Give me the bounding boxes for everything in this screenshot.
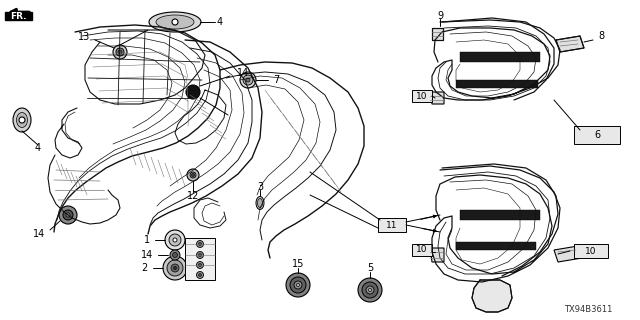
Circle shape xyxy=(191,173,195,177)
Text: FR.: FR. xyxy=(10,12,26,20)
Circle shape xyxy=(196,241,204,247)
Circle shape xyxy=(243,75,253,85)
Circle shape xyxy=(59,206,77,224)
Polygon shape xyxy=(430,248,444,262)
Circle shape xyxy=(171,264,179,272)
Circle shape xyxy=(167,260,183,276)
Circle shape xyxy=(198,274,202,276)
Text: 4: 4 xyxy=(217,17,223,27)
Circle shape xyxy=(165,230,185,250)
Text: 14: 14 xyxy=(33,229,45,239)
Text: 4: 4 xyxy=(35,143,41,153)
Bar xyxy=(412,244,432,256)
Text: 14: 14 xyxy=(141,250,153,260)
Circle shape xyxy=(286,273,310,297)
Bar xyxy=(460,210,540,220)
Circle shape xyxy=(369,289,371,292)
Circle shape xyxy=(169,234,181,246)
Polygon shape xyxy=(472,280,512,312)
Bar xyxy=(378,218,406,232)
Bar xyxy=(456,80,538,88)
Circle shape xyxy=(173,252,177,258)
Circle shape xyxy=(66,213,70,217)
Text: 10: 10 xyxy=(585,246,596,255)
Circle shape xyxy=(172,19,178,25)
Ellipse shape xyxy=(257,198,262,207)
Ellipse shape xyxy=(17,113,28,127)
Circle shape xyxy=(163,256,187,280)
Ellipse shape xyxy=(13,108,31,132)
Text: 7: 7 xyxy=(273,75,279,85)
Circle shape xyxy=(358,278,382,302)
Text: 2: 2 xyxy=(141,263,148,273)
Text: 14: 14 xyxy=(237,68,249,78)
Circle shape xyxy=(196,261,204,268)
Text: 9: 9 xyxy=(437,11,443,21)
Circle shape xyxy=(63,210,73,220)
Circle shape xyxy=(187,169,199,181)
Circle shape xyxy=(118,50,122,54)
Circle shape xyxy=(196,252,204,259)
Text: 11: 11 xyxy=(387,220,397,229)
Ellipse shape xyxy=(256,196,264,210)
Ellipse shape xyxy=(149,12,201,32)
Text: 15: 15 xyxy=(292,259,304,269)
Circle shape xyxy=(116,48,124,56)
Circle shape xyxy=(362,282,378,298)
Circle shape xyxy=(196,271,204,278)
Circle shape xyxy=(290,277,306,293)
Circle shape xyxy=(173,238,177,242)
Text: TX94B3611: TX94B3611 xyxy=(564,306,612,315)
Text: 5: 5 xyxy=(367,263,373,273)
Circle shape xyxy=(19,117,25,123)
Polygon shape xyxy=(430,92,444,104)
Circle shape xyxy=(170,250,180,260)
Circle shape xyxy=(198,263,202,267)
Text: 3: 3 xyxy=(257,182,263,192)
Text: 8: 8 xyxy=(598,31,604,41)
Bar xyxy=(5,12,32,20)
Circle shape xyxy=(240,72,256,88)
Circle shape xyxy=(186,85,200,99)
Bar xyxy=(460,52,540,62)
Circle shape xyxy=(366,286,374,294)
Ellipse shape xyxy=(156,15,194,29)
Circle shape xyxy=(113,45,127,59)
Circle shape xyxy=(296,284,300,286)
Circle shape xyxy=(294,281,302,289)
Circle shape xyxy=(198,253,202,257)
Circle shape xyxy=(173,267,177,269)
Polygon shape xyxy=(432,28,443,40)
Bar xyxy=(456,242,536,250)
Text: 12: 12 xyxy=(187,191,199,201)
Bar xyxy=(574,244,608,258)
Text: 1: 1 xyxy=(144,235,150,245)
Bar xyxy=(185,238,215,280)
Circle shape xyxy=(246,78,250,82)
Polygon shape xyxy=(556,36,584,52)
Bar xyxy=(574,126,620,144)
Text: 13: 13 xyxy=(77,32,90,42)
Polygon shape xyxy=(554,246,582,262)
Circle shape xyxy=(190,172,196,178)
Text: 10: 10 xyxy=(416,245,428,254)
Circle shape xyxy=(198,243,202,245)
Text: 6: 6 xyxy=(594,130,600,140)
Text: 10: 10 xyxy=(416,92,428,100)
Bar xyxy=(412,90,432,102)
